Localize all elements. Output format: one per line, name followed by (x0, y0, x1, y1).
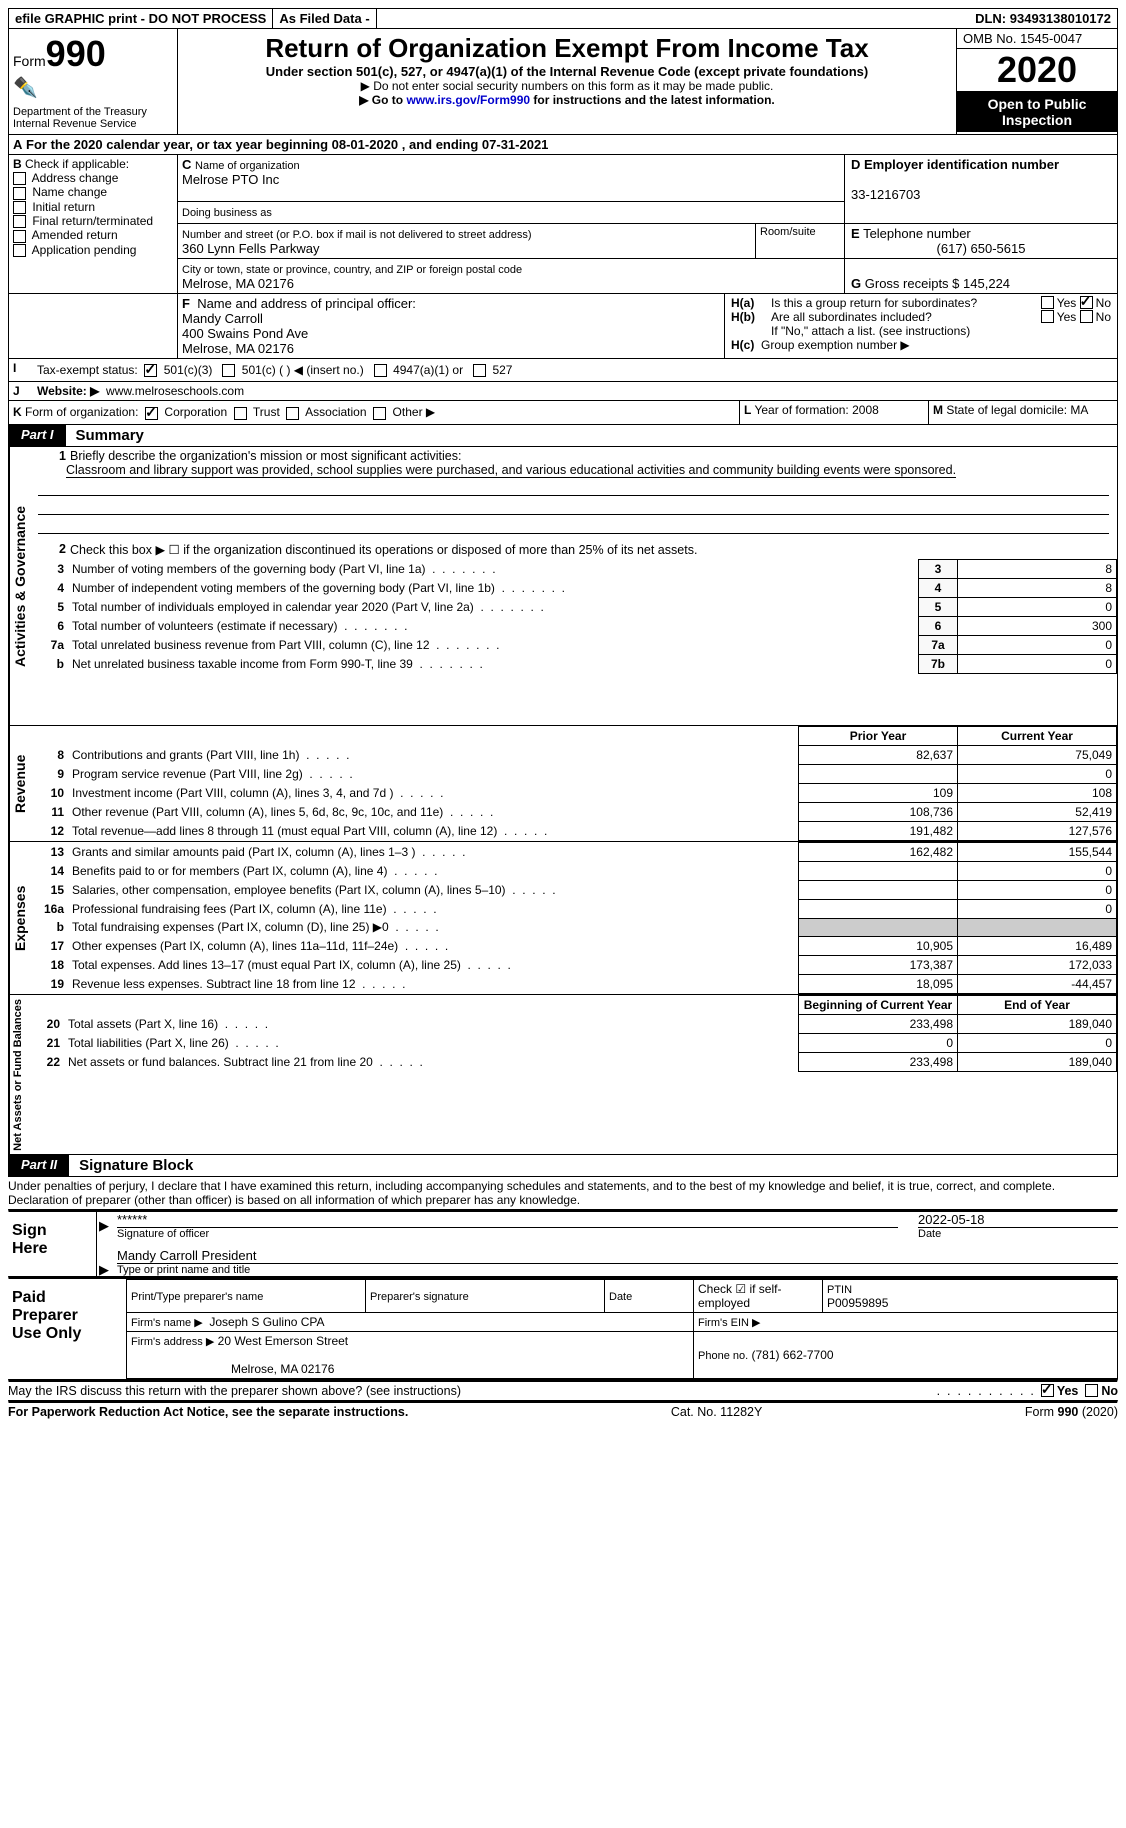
checkbox-b-item: Address change (13, 171, 173, 185)
section-f: F Name and address of principal officer:… (178, 294, 725, 358)
tax-year: 2020 (957, 49, 1117, 92)
j-row: J Website: ▶ www.melroseschools.com (8, 382, 1118, 401)
telephone: (617) 650-5615 (851, 241, 1111, 256)
k-l-m-row: K Form of organization: Corporation Trus… (8, 401, 1118, 424)
i-row: I Tax-exempt status: 501(c)(3) 501(c) ( … (8, 359, 1118, 382)
part2-tab: Part II (9, 1155, 69, 1176)
section-b: B Check if applicable: Address change Na… (9, 155, 178, 293)
paid-preparer-label: PaidPreparerUse Only (8, 1279, 126, 1379)
hb-yes-checkbox[interactable] (1041, 310, 1054, 323)
part1-title: Summary (66, 425, 154, 446)
ein: 33-1216703 (851, 187, 920, 202)
line-a: A For the 2020 calendar year, or tax yea… (8, 135, 1118, 155)
checkbox-b-item: Final return/terminated (13, 214, 173, 228)
vert-netassets: Net Assets or Fund Balances (9, 995, 26, 1155)
entity-block: B Check if applicable: Address change Na… (8, 155, 1118, 294)
corp-checkbox[interactable] (145, 407, 158, 420)
dln-label: DLN: (975, 11, 1006, 26)
discuss-yes-checkbox[interactable] (1041, 1384, 1054, 1397)
ha-no-checkbox[interactable] (1080, 296, 1093, 309)
vert-activities: Activities & Governance (9, 447, 30, 725)
section-h: H(a) Is this a group return for subordin… (725, 294, 1117, 358)
top-bar: efile GRAPHIC print - DO NOT PROCESS As … (8, 8, 1118, 29)
assoc-checkbox[interactable] (286, 407, 299, 420)
penalty-statement: Under penalties of perjury, I declare th… (8, 1177, 1118, 1209)
section-c: C Name of organization Melrose PTO Inc D… (178, 155, 1117, 293)
checkbox-b-item: Name change (13, 185, 173, 199)
efile-notice: efile GRAPHIC print - DO NOT PROCESS (9, 9, 273, 28)
part1-header: Part I Summary (8, 425, 1118, 447)
right-box: OMB No. 1545-0047 2020 Open to Public In… (956, 29, 1117, 134)
irs-link[interactable]: www.irs.gov/Form990 (406, 93, 530, 107)
header: Form990 ✒️ Department of the Treasury In… (8, 29, 1118, 135)
footer-paperwork: For Paperwork Reduction Act Notice, see … (8, 1405, 408, 1419)
officer-name-title: Mandy Carroll President (117, 1248, 1118, 1264)
label-a: A (13, 137, 22, 152)
discuss-no-checkbox[interactable] (1085, 1384, 1098, 1397)
preparer-table: Print/Type preparer's name Preparer's si… (126, 1279, 1118, 1379)
sign-here-label: SignHere (8, 1212, 96, 1276)
form-prefix: Form (13, 53, 46, 69)
section-g: G Gross receipts $ 145,224 (844, 259, 1117, 293)
4947-checkbox[interactable] (374, 364, 387, 377)
checkbox-b-item: Amended return (13, 228, 173, 242)
footer-catalog: Cat. No. 11282Y (671, 1405, 763, 1419)
section-d: D Employer identification number 33-1216… (844, 155, 1117, 223)
website-value: www.melroseschools.com (106, 384, 244, 398)
summary-block: Activities & Governance 1Briefly describ… (8, 447, 1118, 725)
section-e: E Telephone number (617) 650-5615 (844, 224, 1117, 258)
street-address: 360 Lynn Fells Parkway (182, 241, 320, 256)
dln: DLN: 93493138010172 (969, 9, 1117, 28)
city-state-zip: Melrose, MA 02176 (182, 276, 294, 291)
revenue-table: Prior YearCurrent Year8Contributions and… (30, 726, 1117, 841)
title-box: Return of Organization Exempt From Incom… (178, 29, 956, 134)
501c3-checkbox[interactable] (144, 364, 157, 377)
department: Department of the Treasury Internal Reve… (13, 106, 173, 130)
netassets-block: Net Assets or Fund Balances Beginning of… (8, 994, 1118, 1156)
form-title: Return of Organization Exempt From Incom… (184, 33, 950, 64)
as-filed: As Filed Data - (273, 9, 376, 28)
governance-table: 3Number of voting members of the governi… (30, 559, 1117, 674)
open-to-public: Open to Public Inspection (957, 92, 1117, 132)
form-990-page: efile GRAPHIC print - DO NOT PROCESS As … (8, 8, 1118, 1419)
note-url: ▶ Go to www.irs.gov/Form990 for instruct… (184, 93, 950, 107)
f-h-block: F Name and address of principal officer:… (8, 294, 1118, 359)
footer-form: Form 990 (2020) (1025, 1405, 1118, 1419)
part2-header: Part II Signature Block (8, 1155, 1118, 1177)
mission-text: Classroom and library support was provid… (38, 463, 1109, 477)
omb-number: OMB No. 1545-0047 (957, 29, 1117, 49)
vert-expenses: Expenses (9, 842, 30, 994)
form-number: 990 (46, 33, 106, 74)
checkbox-b-item: Initial return (13, 200, 173, 214)
part2-title: Signature Block (69, 1155, 203, 1176)
expenses-table: 13Grants and similar amounts paid (Part … (30, 842, 1117, 994)
gross-receipts: 145,224 (963, 276, 1010, 291)
revenue-block: Revenue Prior YearCurrent Year8Contribut… (8, 725, 1118, 841)
527-checkbox[interactable] (473, 364, 486, 377)
officer-signature: ****** (117, 1212, 898, 1228)
org-name: Melrose PTO Inc (182, 172, 279, 187)
hb-no-checkbox[interactable] (1080, 310, 1093, 323)
paid-preparer-block: PaidPreparerUse Only Print/Type preparer… (8, 1279, 1118, 1379)
sign-date: 2022-05-18 (918, 1212, 1118, 1228)
vert-revenue: Revenue (9, 726, 30, 841)
text-a: For the 2020 calendar year, or tax year … (26, 137, 548, 152)
dln-value: 93493138010172 (1010, 11, 1111, 26)
part1-tab: Part I (9, 425, 66, 446)
trust-checkbox[interactable] (234, 407, 247, 420)
expenses-block: Expenses 13Grants and similar amounts pa… (8, 841, 1118, 994)
form-subtitle: Under section 501(c), 527, or 4947(a)(1)… (184, 64, 950, 79)
501c-checkbox[interactable] (222, 364, 235, 377)
checkbox-b-item: Application pending (13, 243, 173, 257)
other-checkbox[interactable] (373, 407, 386, 420)
ha-yes-checkbox[interactable] (1041, 296, 1054, 309)
note-ssn: ▶ Do not enter social security numbers o… (184, 79, 950, 93)
page-footer: For Paperwork Reduction Act Notice, see … (8, 1403, 1118, 1419)
sign-here-block: SignHere ▶ ▶ ****** Signature of officer… (8, 1212, 1118, 1276)
netassets-table: Beginning of Current YearEnd of Year20To… (26, 995, 1117, 1072)
irs-discuss-line: May the IRS discuss this return with the… (8, 1382, 1118, 1400)
form-id-box: Form990 ✒️ Department of the Treasury In… (9, 29, 178, 134)
